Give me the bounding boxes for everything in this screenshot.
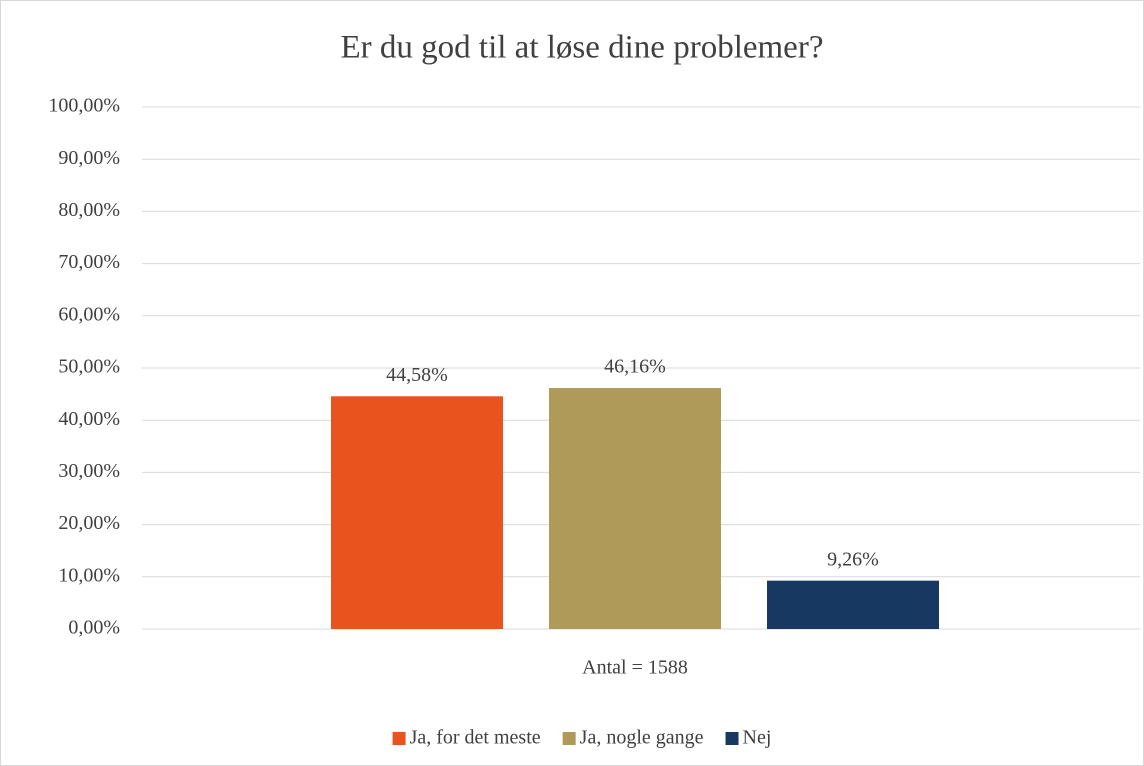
data-label: 46,16% — [604, 356, 666, 378]
y-tick-label: 0,00% — [68, 617, 120, 639]
legend-swatch — [562, 732, 576, 745]
bar — [767, 580, 939, 629]
y-tick-label: 100,00% — [48, 95, 120, 117]
y-tick-label: 20,00% — [58, 512, 120, 534]
bar — [549, 388, 721, 629]
y-tick-label: 10,00% — [58, 564, 120, 586]
legend-label: Nej — [743, 727, 772, 749]
data-label: 9,26% — [827, 548, 879, 570]
legend-label: Ja, nogle gange — [580, 727, 704, 749]
chart-title: Er du god til at løse dine problemer? — [341, 30, 824, 66]
y-tick-label: 70,00% — [58, 251, 120, 273]
y-tick-label: 80,00% — [58, 199, 120, 221]
data-label: 44,58% — [386, 364, 448, 386]
y-tick-label: 50,00% — [58, 356, 120, 378]
y-tick-label: 30,00% — [58, 460, 120, 482]
y-tick-label: 60,00% — [58, 303, 120, 325]
x-tick-label: Antal = 1588 — [582, 657, 688, 679]
legend-label: Ja, for det meste — [410, 727, 541, 749]
y-tick-label: 90,00% — [58, 147, 120, 169]
bar — [331, 396, 503, 629]
legend-swatch — [725, 732, 739, 745]
y-tick-label: 40,00% — [58, 408, 120, 430]
legend-swatch — [392, 732, 406, 745]
